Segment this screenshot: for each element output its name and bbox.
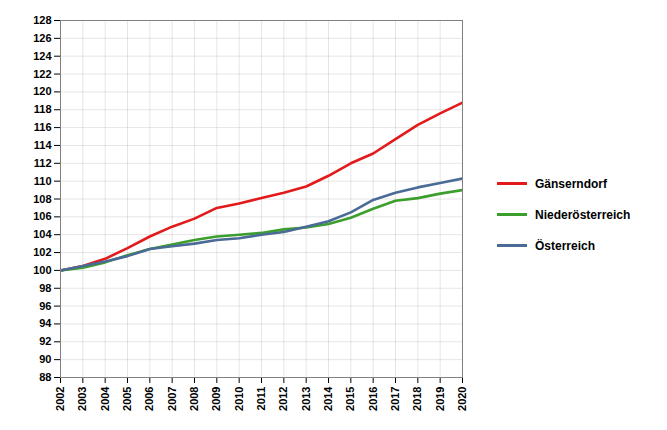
svg-text:2003: 2003 bbox=[76, 387, 88, 411]
html-text:Niederösterreich: Niederösterreich bbox=[535, 207, 631, 222]
svg-text:2011: 2011 bbox=[255, 387, 267, 411]
svg-text:126: 126 bbox=[33, 32, 51, 44]
svg-text:2013: 2013 bbox=[300, 387, 312, 411]
svg-text:114: 114 bbox=[34, 139, 53, 151]
svg-text:112: 112 bbox=[34, 157, 52, 169]
svg-text:2009: 2009 bbox=[210, 387, 222, 411]
svg-text:92: 92 bbox=[39, 335, 51, 347]
svg-text:108: 108 bbox=[33, 193, 51, 205]
svg-text:2016: 2016 bbox=[367, 387, 379, 411]
svg-text:2007: 2007 bbox=[166, 387, 178, 411]
html-text:Gänserndorf: Gänserndorf bbox=[535, 176, 607, 191]
svg-text:104: 104 bbox=[33, 228, 52, 240]
svg-text:118: 118 bbox=[34, 103, 52, 115]
svg-text:2005: 2005 bbox=[121, 387, 133, 411]
svg-text:88: 88 bbox=[39, 371, 51, 383]
svg-text:122: 122 bbox=[33, 68, 51, 80]
svg-text:116: 116 bbox=[34, 121, 52, 133]
svg-text:2012: 2012 bbox=[277, 387, 289, 411]
svg-text:100: 100 bbox=[33, 264, 51, 276]
html-text:Österreich: Österreich bbox=[535, 238, 595, 253]
svg-text:90: 90 bbox=[39, 353, 51, 365]
svg-text:2006: 2006 bbox=[143, 387, 155, 411]
svg-text:2015: 2015 bbox=[344, 387, 356, 411]
svg-text:124: 124 bbox=[33, 50, 52, 62]
svg-text:2019: 2019 bbox=[434, 387, 446, 411]
svg-text:98: 98 bbox=[39, 282, 51, 294]
svg-text:106: 106 bbox=[33, 210, 51, 222]
svg-text:2014: 2014 bbox=[322, 386, 334, 411]
svg-text:94: 94 bbox=[39, 317, 52, 329]
svg-text:2004: 2004 bbox=[99, 386, 111, 411]
svg-text:128: 128 bbox=[33, 14, 51, 26]
svg-text:96: 96 bbox=[39, 300, 51, 312]
svg-text:120: 120 bbox=[33, 85, 51, 97]
svg-text:2018: 2018 bbox=[411, 387, 423, 411]
svg-text:2002: 2002 bbox=[54, 387, 66, 411]
svg-text:2010: 2010 bbox=[233, 387, 245, 411]
svg-text:2008: 2008 bbox=[188, 387, 200, 411]
svg-text:2020: 2020 bbox=[456, 387, 468, 411]
svg-text:102: 102 bbox=[33, 246, 51, 258]
svg-text:110: 110 bbox=[34, 175, 52, 187]
svg-text:2017: 2017 bbox=[389, 387, 401, 411]
